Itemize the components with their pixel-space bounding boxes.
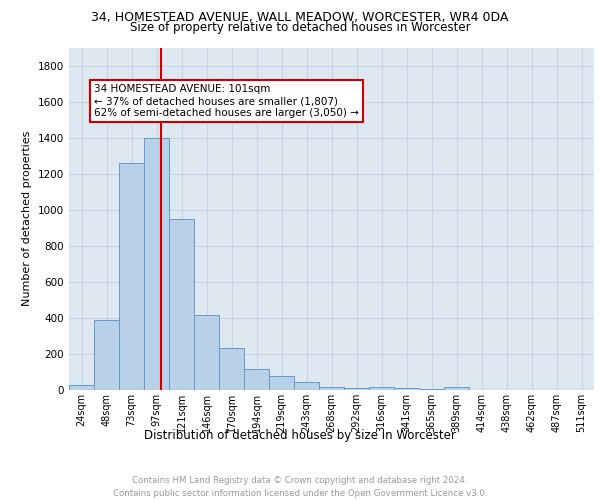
- Bar: [194, 315, 219, 390]
- Text: Contains HM Land Registry data © Crown copyright and database right 2024.
Contai: Contains HM Land Registry data © Crown c…: [113, 476, 487, 498]
- Bar: [244, 368, 269, 390]
- Bar: [94, 320, 119, 390]
- Bar: [344, 388, 369, 390]
- Bar: [394, 388, 419, 390]
- Bar: [294, 382, 319, 390]
- Bar: [69, 384, 94, 390]
- Text: Size of property relative to detached houses in Worcester: Size of property relative to detached ho…: [130, 22, 470, 35]
- Bar: [269, 376, 294, 390]
- Text: 34 HOMESTEAD AVENUE: 101sqm
← 37% of detached houses are smaller (1,807)
62% of : 34 HOMESTEAD AVENUE: 101sqm ← 37% of det…: [94, 84, 359, 117]
- Bar: [169, 219, 194, 390]
- Bar: [369, 387, 394, 390]
- Bar: [419, 389, 444, 390]
- Bar: [219, 348, 244, 390]
- Bar: [319, 387, 344, 390]
- Bar: [119, 163, 144, 390]
- Y-axis label: Number of detached properties: Number of detached properties: [22, 131, 32, 306]
- Bar: [444, 387, 469, 390]
- Bar: [144, 138, 169, 390]
- Text: Distribution of detached houses by size in Worcester: Distribution of detached houses by size …: [144, 430, 456, 442]
- Text: 34, HOMESTEAD AVENUE, WALL MEADOW, WORCESTER, WR4 0DA: 34, HOMESTEAD AVENUE, WALL MEADOW, WORCE…: [91, 11, 509, 24]
